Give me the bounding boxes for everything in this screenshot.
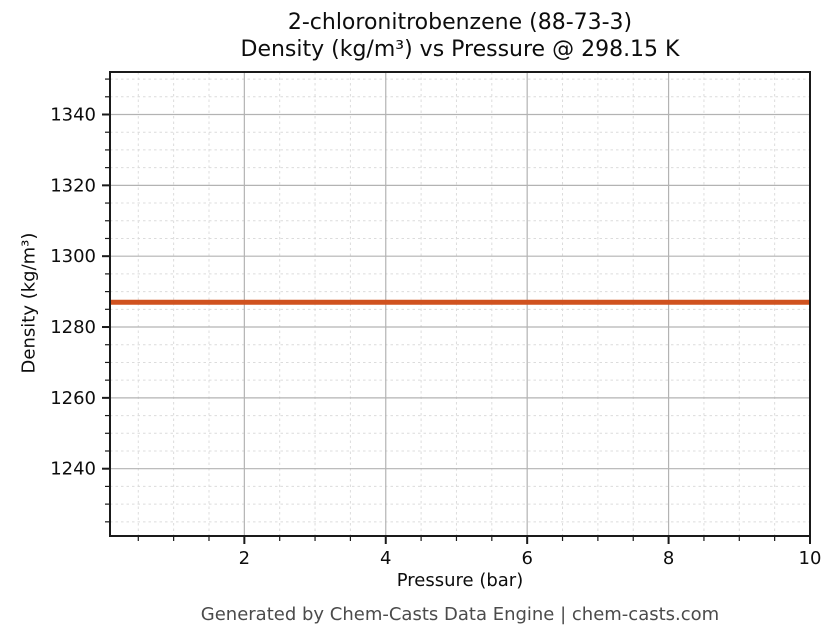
footer-credit: Generated by Chem-Casts Data Engine | ch… <box>200 604 720 625</box>
chart-title-line1: 2-chloronitrobenzene (88-73-3) <box>287 10 633 35</box>
chart-title-line2: Density (kg/m³) vs Pressure @ 298.15 K <box>240 37 680 62</box>
x-axis-label: Pressure (bar) <box>396 570 524 591</box>
x-tick-label: 8 <box>663 548 674 569</box>
x-tick-label: 2 <box>239 548 250 569</box>
x-tick-label: 4 <box>380 548 391 569</box>
y-tick-label: 1280 <box>50 317 96 338</box>
y-tick-label: 1240 <box>50 459 96 480</box>
y-tick-label: 1340 <box>50 105 96 126</box>
y-tick-label: 1320 <box>50 175 96 196</box>
y-tick-label: 1300 <box>50 246 96 267</box>
chart-title: 2-chloronitrobenzene (88-73-3) Density (… <box>110 9 810 63</box>
plot-border <box>109 71 811 537</box>
y-axis-label: Density (kg/m³) <box>18 232 40 374</box>
x-tick-label: 10 <box>799 548 822 569</box>
y-tick-label: 1260 <box>50 388 96 409</box>
x-tick-label: 6 <box>521 548 532 569</box>
